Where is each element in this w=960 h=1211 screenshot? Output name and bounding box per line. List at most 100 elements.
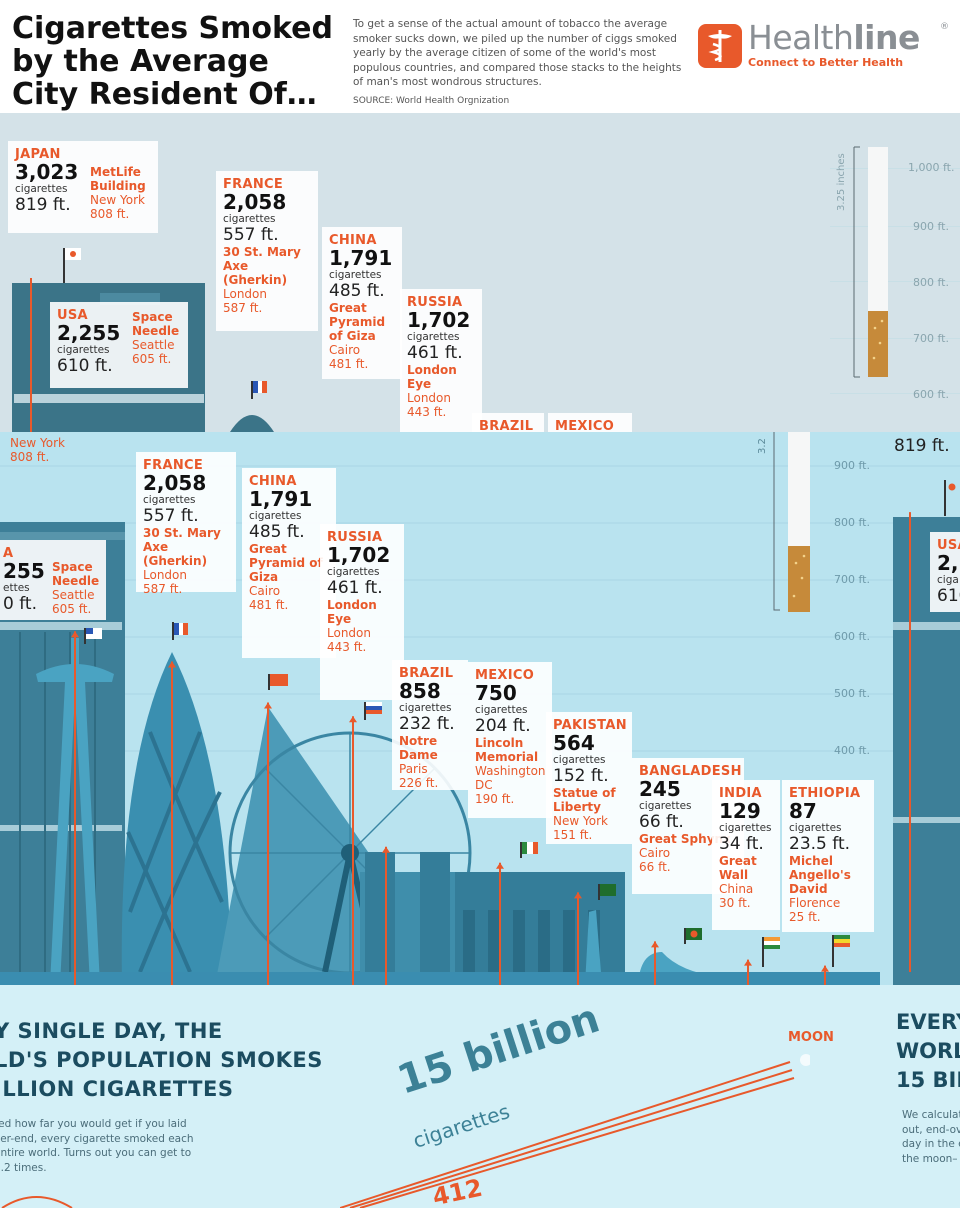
label-height: 232 ft.: [399, 714, 455, 734]
usa-right-label-partial: USA 2,2 ciga 610: [930, 532, 960, 612]
label-count: 245: [639, 777, 681, 801]
bottom-band-right: [880, 985, 960, 1208]
label-city: London: [327, 626, 371, 640]
label-height: 204 ft.: [475, 716, 531, 736]
height-arrow: [574, 892, 582, 899]
y-tick: 600 ft.: [913, 388, 949, 401]
label-count: 1,702: [327, 543, 391, 567]
grid-line: [830, 338, 960, 339]
label-ethiopia: ETHIOPIA 87 cigarettes 23.5 ft. Michel Angel…: [782, 780, 874, 932]
label-city: New York: [553, 814, 608, 828]
grid-line: [830, 393, 960, 394]
cigarette-scale-label: 3.25 inches: [836, 153, 847, 211]
label-count: 2,058: [143, 471, 207, 495]
label-landmark-height: 226 ft.: [399, 776, 439, 790]
label-height: 23.5 ft.: [789, 834, 851, 854]
y-tick: 700 ft.: [913, 332, 949, 345]
label-height: 485 ft.: [249, 522, 305, 542]
intro-text: To get a sense of the actual amount of t…: [353, 18, 682, 88]
label-unit: cigarettes: [249, 510, 302, 522]
label-count: 129: [719, 799, 761, 823]
circle-graphic: [1, 1196, 73, 1208]
label-france: FRANCE 2,058 cigarettes 557 ft. 30 St. Mary …: [136, 452, 236, 596]
height-arrow: [821, 965, 829, 972]
label-landmark-height: 190 ft.: [475, 792, 515, 806]
label-unit: cigarettes: [327, 566, 380, 578]
y-tick: 1,000 ft.: [908, 161, 955, 174]
label-landmark: Michel Angello's David: [789, 854, 851, 896]
height-arrow: [349, 716, 357, 723]
height-arrow: [382, 846, 390, 853]
top-panel: 1,000 ft. 900 ft. 800 ft. 700 ft. 600 ft…: [0, 113, 960, 432]
flags: [84, 480, 956, 967]
fragment-right-height: 819 ft.: [894, 436, 950, 456]
label-country: CHINA: [249, 474, 297, 489]
label-city: Cairo: [249, 584, 281, 598]
label-landmark: Great Pyramid of Giza: [249, 542, 323, 584]
label-landmark-height: 587 ft.: [143, 582, 183, 596]
label-landmark: Lincoln Memorial: [475, 736, 539, 764]
label-landmark-height: 443 ft.: [327, 640, 367, 654]
label-landmark-height: 66 ft.: [639, 860, 671, 874]
label-landmark: 30 St. Mary Axe (Gherkin): [143, 526, 221, 568]
height-arrow: [651, 941, 659, 948]
label-country: ETHIOPIA: [789, 786, 861, 801]
height-arrow: [71, 631, 79, 638]
label-landmark: Great Sphynx: [639, 832, 731, 846]
label-unit: cigarettes: [639, 800, 692, 812]
label-landmark: Statue of Liberty: [553, 786, 616, 814]
y-tick: 700 ft.: [834, 573, 870, 586]
label-country: INDIA: [719, 786, 762, 801]
height-arrow: [496, 862, 504, 869]
label-count: 750: [475, 681, 517, 705]
label-height: 461 ft.: [327, 578, 383, 598]
label-landmark-height: 481 ft.: [249, 598, 289, 612]
logo-wordmark: Healthline: [748, 18, 920, 57]
label-count: 564: [553, 731, 595, 755]
label-country: MEXICO: [475, 668, 535, 683]
page-title: Cigarettes Smoked by the Average City Re…: [12, 11, 333, 112]
height-arrow: [168, 661, 176, 668]
grid-line: [830, 168, 960, 169]
label-country: RUSSIA: [327, 530, 383, 545]
china-label: CHINA 1,791 cigarettes 485 ft. Great Pyr…: [322, 227, 402, 379]
label-landmark-height: 30 ft.: [719, 896, 751, 910]
label-unit: cigarettes: [719, 822, 772, 834]
bottom-heading-right: EVERY WORL 15 BIL: [896, 1010, 960, 1092]
label-height: 557 ft.: [143, 506, 199, 526]
label-city: Cairo: [639, 846, 671, 860]
label-landmark: Great Wall: [719, 854, 757, 882]
france-label: FRANCE 2,058 cigarettes 557 ft. 30 St. M…: [216, 171, 318, 331]
japan-label: JAPAN 3,023 cigarettes 819 ft. MetLife B…: [8, 141, 158, 233]
label-count: 1,791: [249, 487, 313, 511]
label-pakistan: PAKISTAN 564 cigarettes 152 ft. Statue of Li…: [546, 712, 632, 844]
label-city: Washington DC: [475, 764, 546, 792]
label-country: BRAZIL: [399, 666, 454, 681]
label-mexico: MEXICO 750 cigarettes 204 ft. Lincoln Memori…: [468, 662, 552, 818]
y-tick: 500 ft.: [834, 687, 870, 700]
label-country: PAKISTAN: [553, 718, 627, 733]
logo-registered: ®: [940, 22, 949, 32]
grid-line: [830, 226, 960, 227]
bottom-body: ted how far you would get if you laid ve…: [0, 1118, 194, 1174]
label-unit: cigarettes: [399, 702, 452, 714]
label-height: 34 ft.: [719, 834, 764, 854]
bottom-heading: Y SINGLE DAY, THE LD'S POPULATION SMOKES…: [0, 1019, 323, 1101]
label-landmark-height: 151 ft.: [553, 828, 593, 842]
height-arrow: [264, 702, 272, 709]
label-unit: cigarettes: [475, 704, 528, 716]
y-tick: 900 ft.: [913, 220, 949, 233]
y-tick: 400 ft.: [834, 744, 870, 757]
usa-label-partial: A 255 ettes 0 ft. Space Needle Seattle 6…: [0, 540, 106, 620]
label-unit: cigarettes: [789, 822, 842, 834]
label-country: FRANCE: [143, 458, 204, 473]
cigarette-scale: [773, 432, 810, 612]
brazil-label-cut: BRAZIL: [472, 413, 544, 432]
y-tick: 800 ft.: [834, 516, 870, 529]
moon-trajectory: [340, 1054, 810, 1208]
russia-label: RUSSIA 1,702 cigarettes 461 ft. London E…: [400, 289, 482, 432]
label-brazil: BRAZIL 858 cigarettes 232 ft. Notre Dame Pari…: [392, 660, 468, 790]
label-city: Paris: [399, 762, 428, 776]
logo-tagline: Connect to Better Health: [748, 56, 904, 69]
label-landmark-height: 25 ft.: [789, 910, 821, 924]
